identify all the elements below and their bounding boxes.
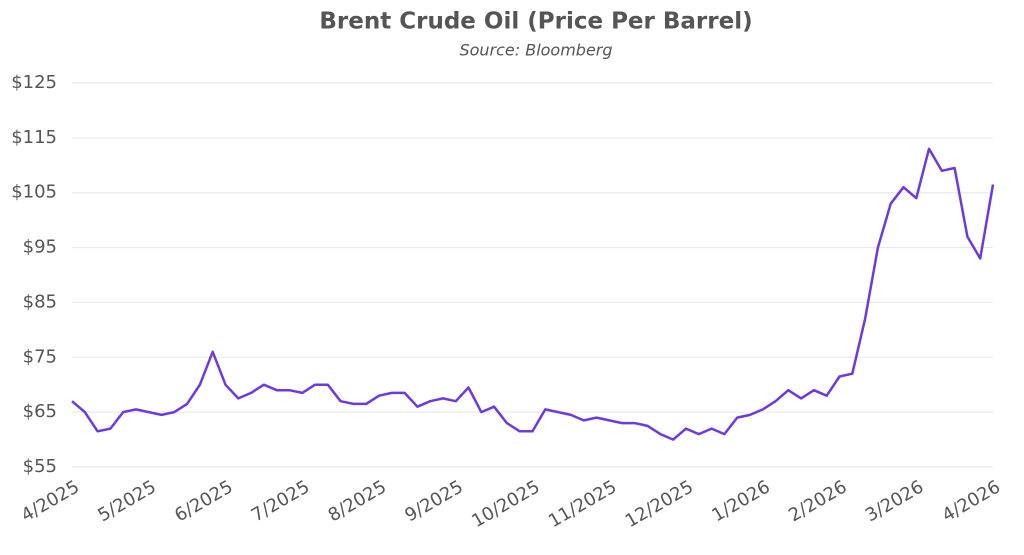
y-tick-label: $95 — [23, 237, 57, 258]
x-tick-label: 10/2025 — [468, 476, 543, 532]
x-tick-label: 11/2025 — [545, 476, 620, 532]
y-tick-label: $125 — [11, 72, 57, 93]
x-tick-label: 4/2026 — [939, 476, 1004, 526]
x-tick-label: 1/2026 — [708, 476, 773, 526]
chart-title: Brent Crude Oil (Price Per Barrel) — [319, 9, 752, 35]
x-tick-label: 9/2025 — [401, 476, 466, 526]
chart-subtitle: Source: Bloomberg — [459, 41, 612, 60]
x-tick-label: 4/2025 — [18, 476, 83, 526]
x-tick-label: 8/2025 — [325, 476, 390, 526]
x-tick-label: 12/2025 — [622, 476, 697, 532]
x-tick-label: 6/2025 — [171, 476, 236, 526]
price-line — [71, 147, 995, 441]
x-tick-label: 3/2026 — [862, 476, 927, 526]
y-tick-label: $65 — [23, 401, 57, 422]
y-tick-label: $105 — [11, 182, 57, 203]
y-tick-label: $55 — [23, 456, 57, 477]
y-tick-label: $115 — [11, 127, 57, 148]
x-tick-label: 7/2025 — [248, 476, 313, 526]
y-tick-label: $75 — [23, 346, 57, 367]
x-tick-label: 2/2026 — [785, 476, 850, 526]
x-tick-label: 5/2025 — [94, 476, 159, 526]
y-tick-label: $85 — [23, 291, 57, 312]
